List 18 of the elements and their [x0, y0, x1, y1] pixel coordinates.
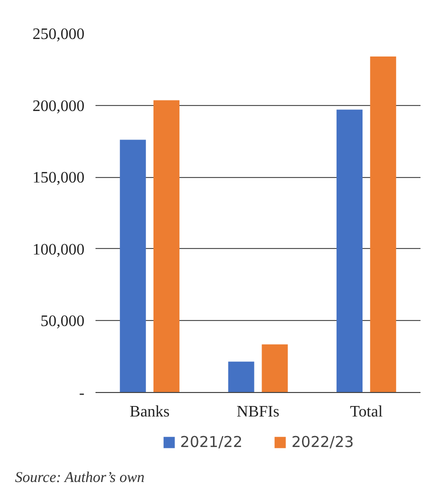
- legend-label: 2022/23: [292, 433, 354, 451]
- bar: [262, 344, 288, 392]
- bar: [228, 362, 254, 392]
- bar: [153, 100, 180, 392]
- bar: [370, 56, 396, 392]
- bar: [120, 140, 146, 392]
- y-tick-label: 200,000: [32, 98, 84, 115]
- bar: [336, 110, 363, 392]
- y-tick-label: 250,000: [32, 26, 84, 43]
- legend-label: 2021/22: [180, 433, 242, 451]
- x-tick-label: Total: [350, 404, 384, 420]
- source-note: Source: Author’s own: [15, 469, 144, 488]
- x-tick-label: Banks: [130, 404, 170, 420]
- y-tick-label: 150,000: [32, 170, 84, 187]
- y-tick-label: 50,000: [40, 313, 84, 330]
- y-tick-label: -: [79, 385, 84, 402]
- y-tick-label: 100,000: [32, 241, 84, 258]
- x-tick-label: NBFIs: [236, 404, 280, 420]
